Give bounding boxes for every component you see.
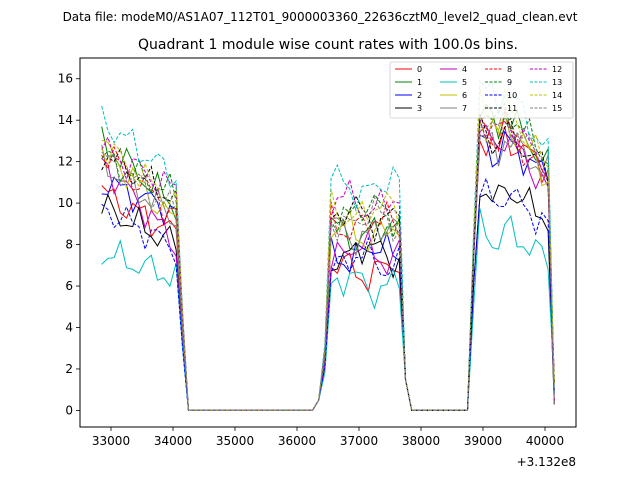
legend-box bbox=[389, 61, 574, 119]
x-offset-label: +3.132e8 bbox=[517, 455, 576, 469]
x-tick-label: 40000 bbox=[526, 434, 564, 448]
legend-label-14: 14 bbox=[552, 91, 562, 100]
series-lines bbox=[101, 79, 555, 411]
y-tick-label: 2 bbox=[65, 362, 73, 376]
legend-label-7: 7 bbox=[462, 104, 467, 113]
x-tick-label: 34000 bbox=[154, 434, 192, 448]
series-line-10 bbox=[101, 176, 555, 411]
y-tick-label: 6 bbox=[65, 279, 73, 293]
legend-label-5: 5 bbox=[462, 78, 467, 87]
y-tick-label: 12 bbox=[58, 155, 73, 169]
legend-label-3: 3 bbox=[417, 104, 422, 113]
y-tick-label: 14 bbox=[58, 113, 73, 127]
legend-label-10: 10 bbox=[507, 91, 517, 100]
y-tick-label: 10 bbox=[58, 196, 73, 210]
legend-label-4: 4 bbox=[462, 65, 467, 74]
x-tick-label: 33000 bbox=[92, 434, 130, 448]
legend-label-2: 2 bbox=[417, 91, 422, 100]
y-tick-label: 8 bbox=[65, 238, 73, 252]
y-axis: 0 2 4 6 8 10 12 14 16 bbox=[58, 72, 80, 417]
x-tick-label: 38000 bbox=[402, 434, 440, 448]
x-axis: 33000 34000 35000 36000 37000 38000 39000 40000 bbox=[92, 427, 564, 448]
x-tick-label: 35000 bbox=[216, 434, 254, 448]
x-tick-label: 39000 bbox=[464, 434, 502, 448]
y-tick-label: 0 bbox=[65, 403, 73, 417]
plot-frame bbox=[79, 57, 577, 428]
series-line-15 bbox=[101, 106, 555, 411]
x-tick-label: 36000 bbox=[278, 434, 316, 448]
y-tick-label: 16 bbox=[58, 72, 73, 86]
y-tick-label: 4 bbox=[65, 320, 73, 334]
chart-title: Quadrant 1 module wise count rates with … bbox=[138, 37, 518, 53]
x-tick-label: 37000 bbox=[340, 434, 378, 448]
legend-label-8: 8 bbox=[507, 65, 512, 74]
legend-label-9: 9 bbox=[507, 78, 512, 87]
legend-label-11: 11 bbox=[507, 104, 517, 113]
data-file-header: Data file: modeM0/AS1A07_112T01_90000033… bbox=[63, 10, 578, 24]
legend-label-13: 13 bbox=[552, 78, 562, 87]
legend-label-0: 0 bbox=[417, 65, 422, 74]
legend-label-12: 12 bbox=[552, 65, 562, 74]
legend-label-6: 6 bbox=[462, 91, 467, 100]
legend-label-1: 1 bbox=[417, 78, 422, 87]
legend-label-15: 15 bbox=[552, 104, 562, 113]
